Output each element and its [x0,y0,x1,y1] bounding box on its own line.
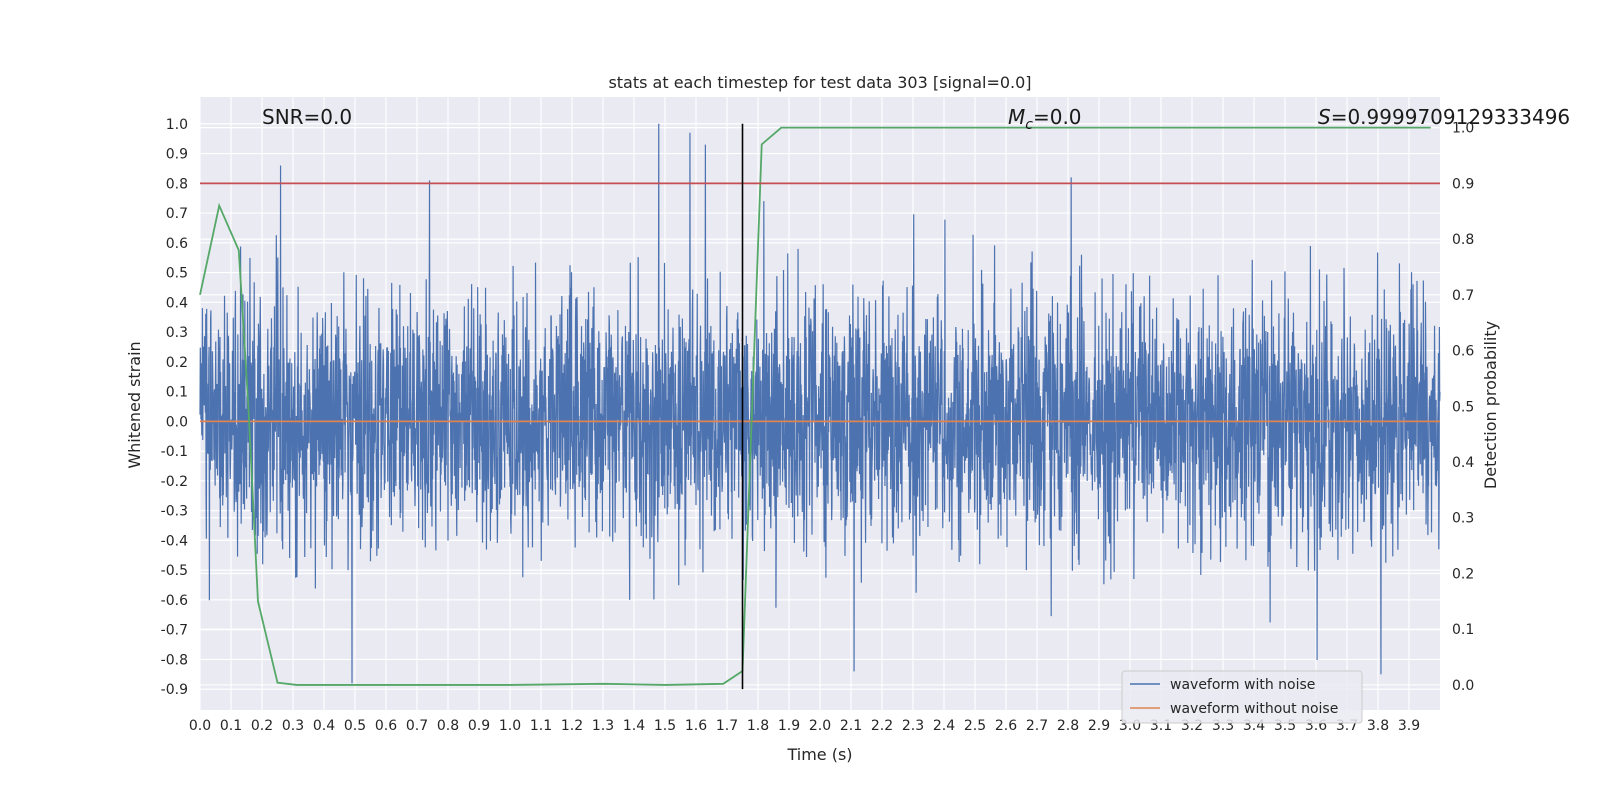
x-tick-label: 2.0 [809,718,831,734]
x-tick-label: 3.8 [1367,718,1389,734]
y2-axis-ticks: 1.0 0.9 0.8 0.7 0.6 0.5 0.4 0.3 0.2 0.1 0.0 [1452,121,1474,694]
x-tick-label: 0.4 [313,718,335,734]
y-tick-label: 0.8 [166,176,188,192]
y-tick-label: -0.3 [161,504,188,520]
x-tick-label: 2.5 [964,718,986,734]
x-tick-label: 0.1 [220,718,242,734]
x-tick-label: 0.2 [251,718,273,734]
y-tick-label: 0.6 [166,236,188,252]
y2-tick-label: 0.4 [1452,455,1474,471]
x-tick-label: 2.6 [995,718,1017,734]
mc-value: =0.0 [1033,105,1082,129]
x-tick-label: 2.7 [1026,718,1048,734]
x-tick-label: 1.2 [561,718,583,734]
x-tick-label: 2.3 [902,718,924,734]
x-tick-label: 1.0 [499,718,521,734]
x-tick-label: 0.7 [406,718,428,734]
x-tick-label: 1.8 [747,718,769,734]
y-axis-label: Whitened strain [125,341,144,468]
x-tick-label: 0.3 [282,718,304,734]
x-tick-label: 1.6 [685,718,707,734]
y-tick-label: 0.0 [166,414,188,430]
y-tick-label: 0.1 [166,385,188,401]
mc-symbol: M [1008,105,1025,129]
x-tick-label: 0.6 [375,718,397,734]
x-tick-label: 2.4 [933,718,955,734]
y-tick-label: -0.7 [161,623,188,639]
x-tick-label: 0.0 [189,718,211,734]
x-tick-label: 3.9 [1398,718,1420,734]
mc-subscript: c [1025,117,1033,133]
x-tick-label: 2.9 [1088,718,1110,734]
y-tick-label: 0.7 [166,206,188,222]
x-tick-label: 2.8 [1057,718,1079,734]
legend-box [1121,670,1363,724]
y-tick-label: -0.1 [161,444,188,460]
y2-tick-label: 0.8 [1452,232,1474,248]
x-tick-label: 1.4 [623,718,645,734]
y-axis-ticks: 1.0 0.9 0.8 0.7 0.6 0.5 0.4 0.3 0.2 0.1 0.0 -0.1 -0.… [161,117,188,698]
y2-axis-label: Detection probability [1481,321,1500,489]
series-waveform-with-noise [199,123,1441,684]
x-tick-label: 2.1 [840,718,862,734]
s-value: =0.9999709129333496 [1331,105,1570,129]
y-tick-label: -0.9 [161,682,188,698]
y2-tick-label: 0.0 [1452,678,1474,694]
y-tick-label: 0.2 [166,355,188,371]
y-tick-label: -0.4 [161,533,188,549]
y2-tick-label: 0.2 [1452,566,1474,582]
snr-annotation: SNR=0.0 [262,105,352,129]
y-tick-label: 0.9 [166,147,188,163]
legend: waveform with noise waveform without noi… [1121,670,1363,724]
x-tick-label: 1.1 [530,718,552,734]
legend-label-clean: waveform without noise [1170,701,1338,717]
x-tick-label: 2.2 [871,718,893,734]
y2-tick-label: 1.0 [1452,121,1474,137]
x-tick-label: 1.5 [654,718,676,734]
y-tick-label: -0.5 [161,563,188,579]
x-tick-label: 0.8 [437,718,459,734]
series-detection-probability [199,126,1431,686]
x-tick-label: 0.5 [344,718,366,734]
y-tick-label: -0.8 [161,652,188,668]
x-tick-label: 0.9 [468,718,490,734]
y2-tick-label: 0.6 [1452,344,1474,360]
y-tick-label: 0.3 [166,325,188,341]
s-symbol: S [1318,105,1331,129]
y-tick-label: -0.6 [161,593,188,609]
chart-title: stats at each timestep for test data 303… [608,73,1031,92]
y-tick-label: 0.5 [166,266,188,282]
x-axis-label: Time (s) [786,745,852,764]
y2-tick-label: 0.3 [1452,511,1474,527]
y2-tick-label: 0.1 [1452,622,1474,638]
x-tick-label: 1.3 [592,718,614,734]
s-annotation: S=0.9999709129333496 [1318,105,1570,129]
y2-tick-label: 0.9 [1452,176,1474,192]
x-tick-label: 1.9 [778,718,800,734]
y-tick-label: 1.0 [166,117,188,133]
legend-label-noise: waveform with noise [1170,677,1315,693]
y-tick-label: -0.2 [161,474,188,490]
y-tick-label: 0.4 [166,295,188,311]
x-tick-label: 1.7 [716,718,738,734]
series-layer [199,123,1441,690]
y2-tick-label: 0.5 [1452,399,1474,415]
y2-tick-label: 0.7 [1452,288,1474,304]
mc-annotation: Mc=0.0 [1008,105,1082,133]
